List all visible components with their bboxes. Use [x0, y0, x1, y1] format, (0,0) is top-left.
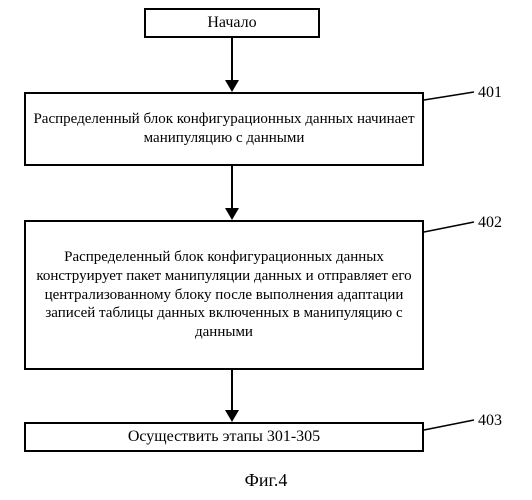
node-step3-text: Осуществить этапы 301-305: [128, 427, 320, 447]
leader-line-403: [424, 420, 474, 430]
flowchart-node-step1: Распределенный блок конфигурационных дан…: [24, 92, 424, 166]
arrowhead-icon: [225, 410, 239, 422]
ref-403-text: 403: [478, 412, 502, 429]
flowchart-node-step2: Распределенный блок конфигурационных дан…: [24, 220, 424, 370]
ref-402-text: 402: [478, 214, 502, 231]
leader-line-401: [424, 92, 474, 100]
ref-label-402: 402: [478, 214, 502, 232]
node-step1-text: Распределенный блок конфигурационных дан…: [32, 110, 416, 148]
flowchart-node-step3: Осуществить этапы 301-305: [24, 422, 424, 452]
ref-401-text: 401: [478, 84, 502, 101]
node-step2-text: Распределенный блок конфигурационных дан…: [32, 248, 416, 342]
flowchart-canvas: Начало Распределенный блок конфигурацион…: [0, 0, 532, 500]
node-start-text: Начало: [207, 13, 256, 33]
leader-line-402: [424, 222, 474, 232]
figure-caption: Фиг.4: [200, 470, 332, 491]
arrowhead-icon: [225, 208, 239, 220]
ref-label-403: 403: [478, 412, 502, 430]
ref-label-401: 401: [478, 84, 502, 102]
figure-caption-text: Фиг.4: [245, 470, 288, 490]
flowchart-node-start: Начало: [144, 8, 320, 38]
arrowhead-icon: [225, 80, 239, 92]
